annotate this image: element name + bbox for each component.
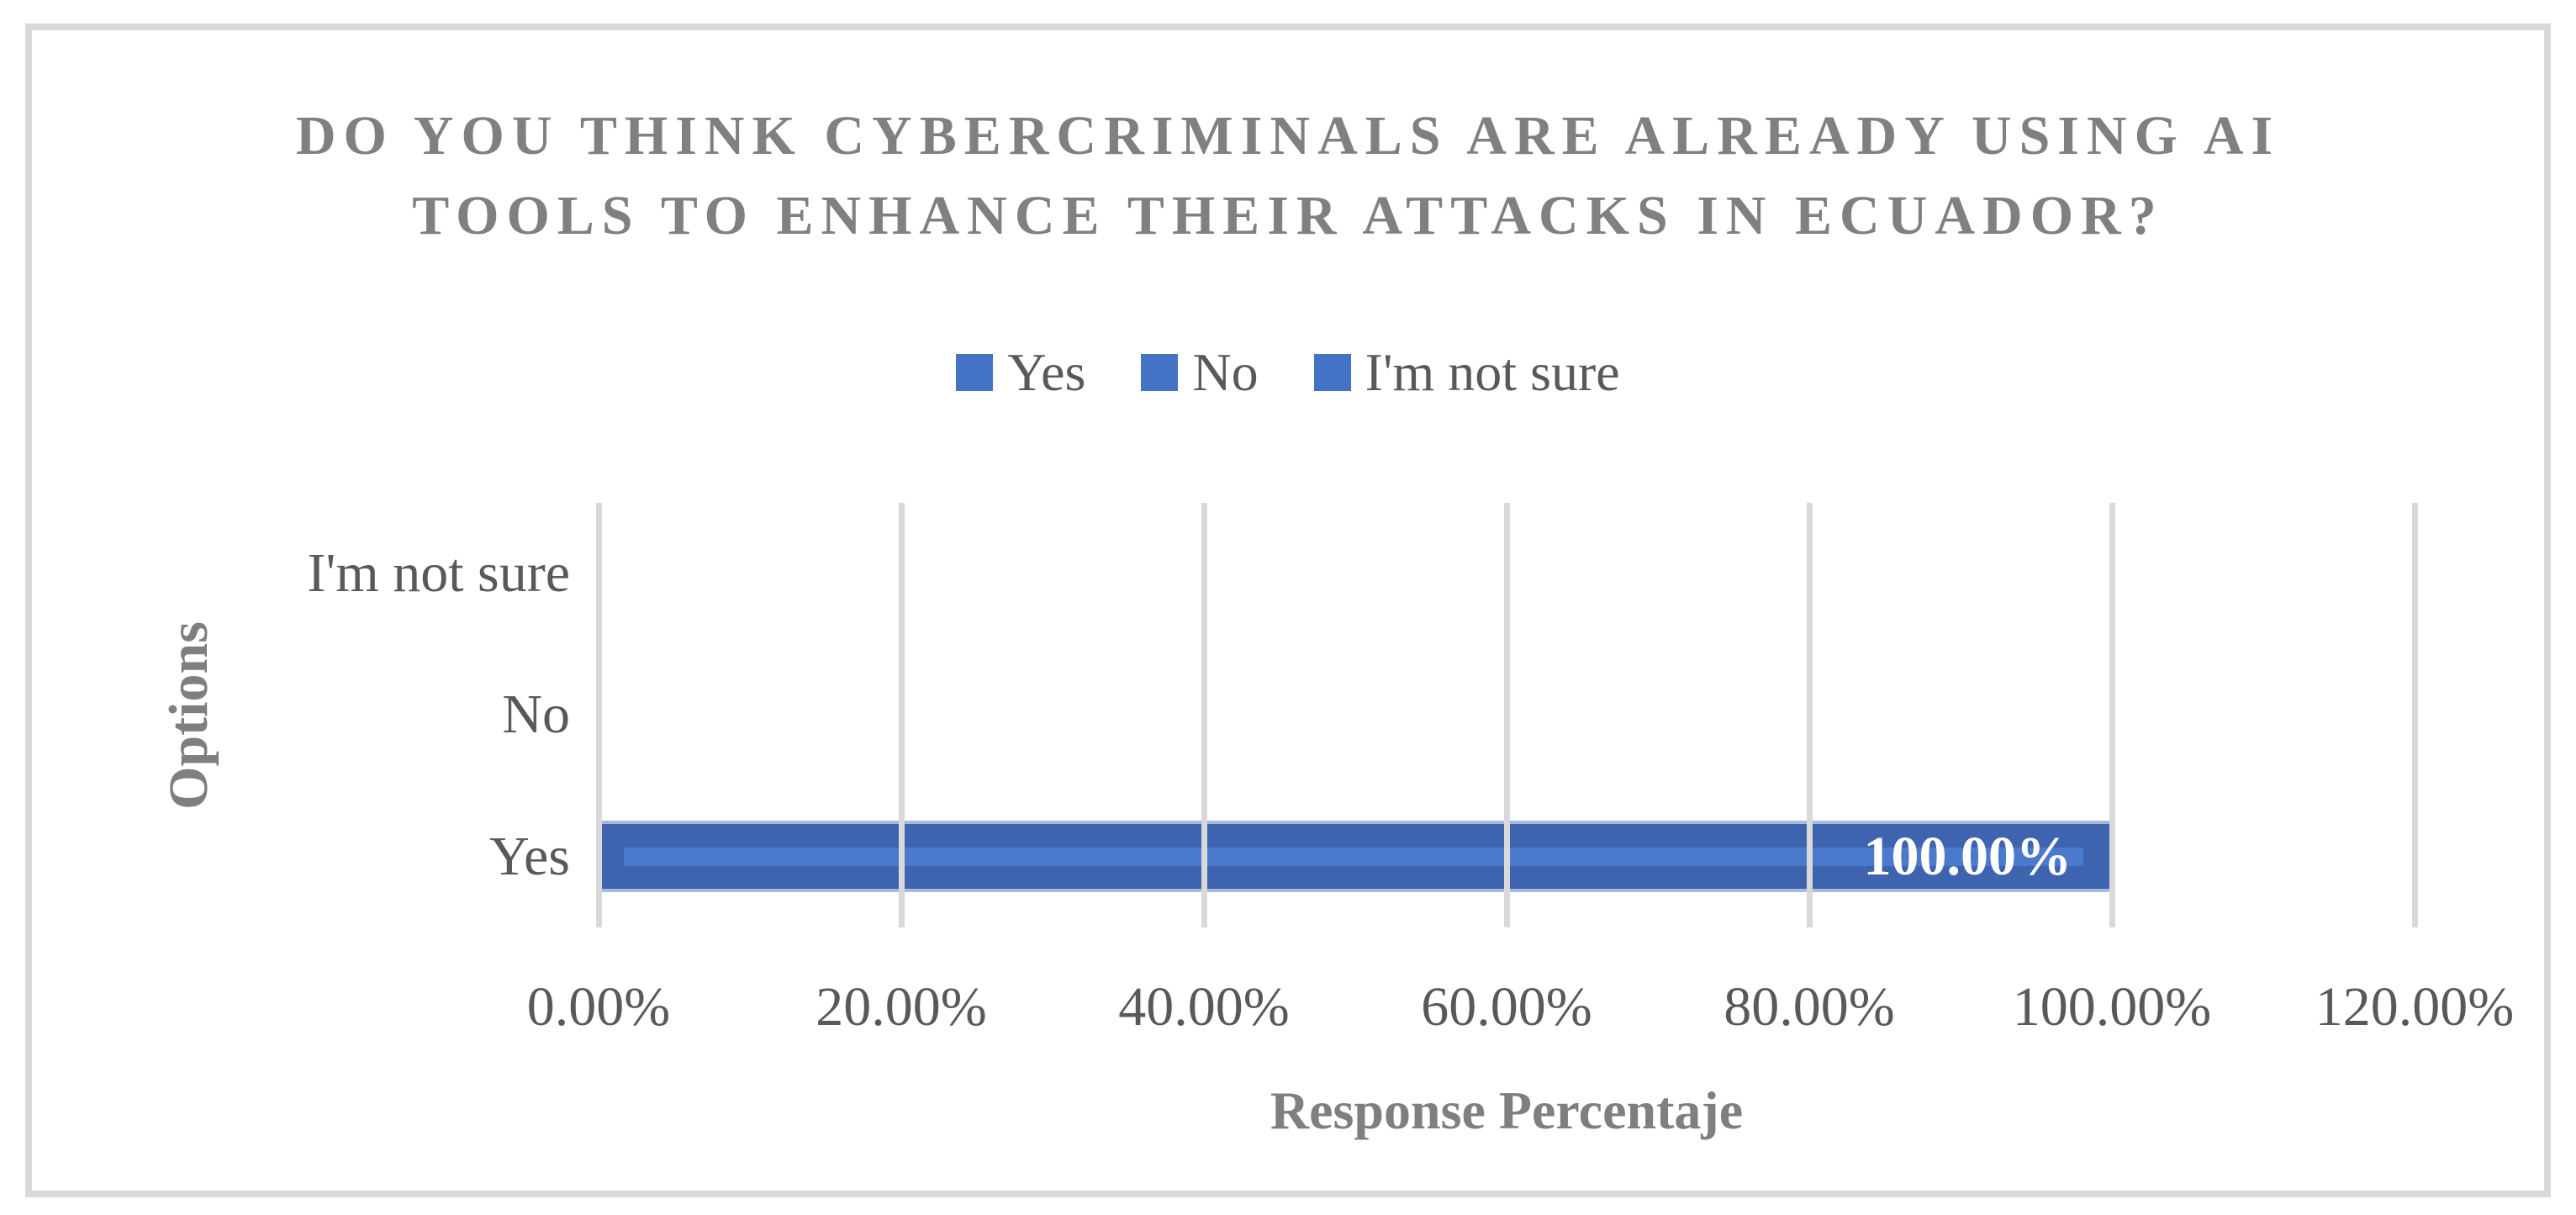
bar-rows: 100.00%: [599, 503, 2415, 927]
x-axis-tick-labels: 0.00% 20.00% 40.00% 60.00% 80.00% 100.00% 120.…: [527, 975, 2514, 1047]
legend-marker-icon: [1313, 354, 1351, 391]
legend-item: No: [1141, 341, 1259, 404]
chart-figure: DO YOU THINK CYBERCRIMINALS ARE ALREADY …: [25, 24, 2551, 1197]
chart-title-line-1: DO YOU THINK CYBERCRIMINALS ARE ALREADY …: [295, 105, 2281, 166]
x-tick-label: 40.00%: [1118, 976, 1290, 1038]
gridline: [2412, 503, 2418, 927]
plot-area: 100.00%: [596, 503, 2418, 927]
gridline: [2109, 503, 2115, 927]
legend-marker-icon: [956, 354, 994, 391]
legend-item: Yes: [956, 341, 1085, 404]
legend-item-label: No: [1192, 342, 1259, 402]
legend: Yes No I'm not sure: [32, 341, 2544, 404]
bar-highlight-stripe: [624, 847, 2083, 866]
x-tick-label: 60.00%: [1421, 976, 1592, 1038]
x-tick-label: 80.00%: [1723, 976, 1895, 1038]
chart-title-line-2: TOOLS TO ENHANCE THEIR ATTACKS IN ECUADO…: [412, 185, 2164, 246]
gridline: [1504, 503, 1510, 927]
category-label: No: [502, 684, 570, 746]
x-tick-label: 20.00%: [816, 976, 987, 1038]
legend-item-label: Yes: [1007, 342, 1086, 402]
legend-item: I'm not sure: [1313, 341, 1620, 404]
legend-item-label: I'm not sure: [1365, 342, 1620, 402]
y-axis-line: [596, 503, 602, 927]
gridline: [898, 503, 905, 927]
bar: 100.00%: [599, 821, 2112, 893]
chart-title: DO YOU THINK CYBERCRIMINALS ARE ALREADY …: [32, 96, 2544, 256]
y-axis-category-labels: I'm not sure No Yes: [234, 503, 570, 927]
bar-row: 100.00%: [599, 786, 2415, 927]
x-tick-label: 100.00%: [2012, 976, 2212, 1038]
x-axis-title: Response Percentaje: [1270, 1080, 1744, 1140]
category-label: I'm not sure: [307, 542, 570, 605]
x-tick-label: 120.00%: [2315, 976, 2515, 1038]
gridline: [1806, 503, 1813, 927]
y-axis-title: Options: [158, 621, 219, 810]
x-tick-label: 0.00%: [526, 976, 671, 1038]
gridline: [1201, 503, 1207, 927]
category-label: Yes: [488, 825, 570, 887]
bar-data-label: 100.00%: [1863, 825, 2072, 887]
legend-marker-icon: [1141, 354, 1179, 391]
